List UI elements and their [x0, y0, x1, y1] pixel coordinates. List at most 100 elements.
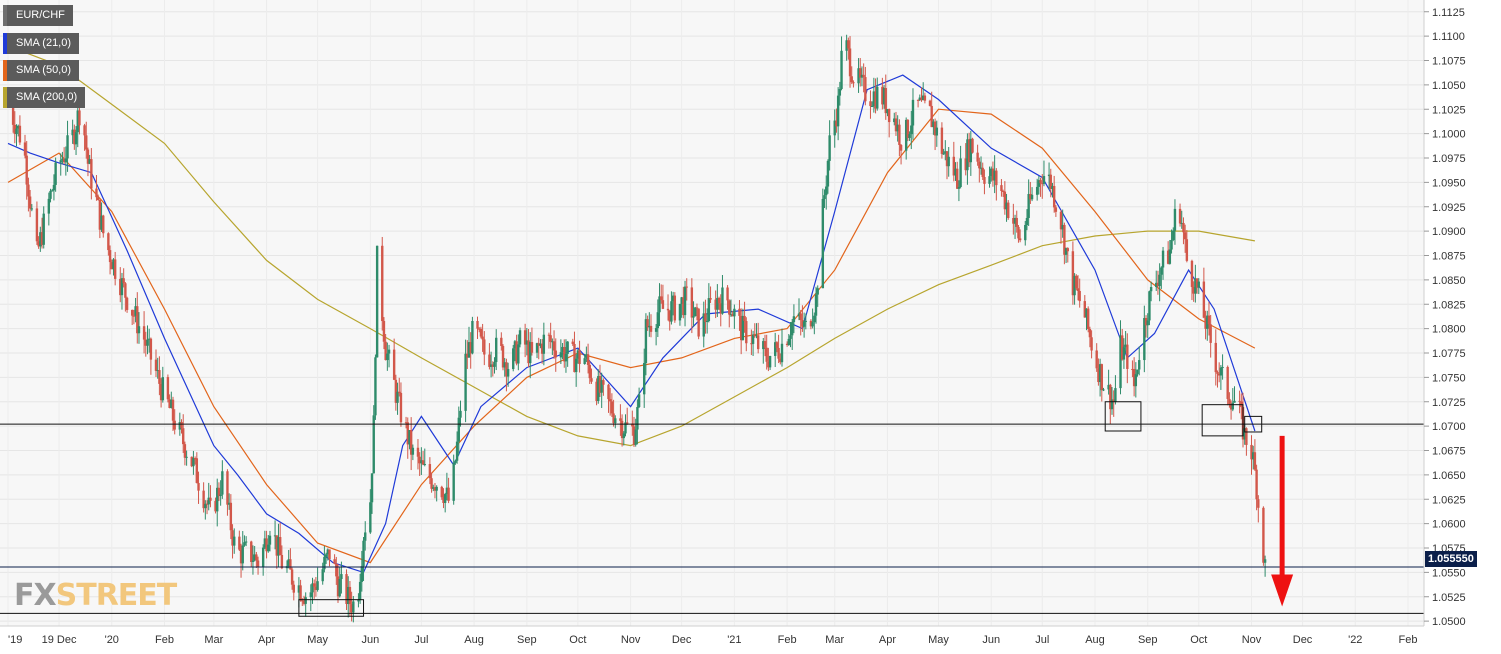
- candle-down: [976, 153, 978, 162]
- y-tick-label: 1.1050: [1432, 80, 1466, 92]
- candle-up: [352, 601, 354, 612]
- y-tick-label: 1.1075: [1432, 56, 1466, 68]
- candle-up: [908, 134, 910, 138]
- candle-up: [15, 129, 17, 134]
- candle-up: [424, 464, 426, 465]
- candle-down: [383, 321, 385, 342]
- x-tick-label: Nov: [1242, 634, 1262, 646]
- candle-down: [1182, 223, 1184, 232]
- y-tick-label: 1.1100: [1432, 31, 1465, 43]
- candle-down: [1095, 351, 1097, 369]
- legend-symbol[interactable]: EUR/CHF: [3, 5, 73, 26]
- y-tick-label: 1.1125: [1432, 7, 1465, 19]
- candle-down: [429, 464, 431, 478]
- candle-up: [837, 96, 839, 127]
- candle-down: [182, 428, 184, 444]
- candle-down: [800, 313, 802, 320]
- candle-down: [553, 341, 555, 350]
- y-tick-label: 1.0925: [1432, 202, 1466, 214]
- candle-down: [626, 422, 628, 423]
- candle-down: [531, 342, 533, 353]
- last-price-tag: 1.055550: [1425, 551, 1477, 567]
- candle-down: [1126, 345, 1128, 369]
- candle-up: [31, 208, 33, 209]
- candle-up: [369, 502, 371, 532]
- candle-up: [49, 191, 51, 199]
- candle-down: [862, 75, 864, 77]
- candle-up: [386, 354, 388, 360]
- candle-down: [299, 585, 301, 600]
- candle-down: [1254, 452, 1256, 469]
- candle-up: [454, 461, 456, 463]
- candle-up: [519, 330, 521, 344]
- candle-down: [1216, 372, 1218, 374]
- candle-down: [107, 233, 109, 250]
- x-tick-label: '20: [105, 634, 119, 646]
- candle-down: [167, 377, 169, 399]
- candle-down: [29, 197, 31, 209]
- candle-down: [19, 126, 21, 143]
- candle-up: [65, 158, 67, 162]
- candle-up: [243, 542, 245, 545]
- candle-up: [1135, 374, 1137, 386]
- candle-down: [738, 309, 740, 316]
- candle-down: [847, 40, 849, 48]
- candle-down: [328, 549, 330, 559]
- candle-up: [1147, 320, 1149, 325]
- candle-down: [313, 583, 315, 586]
- candle-down: [1078, 291, 1080, 301]
- candle-down: [619, 418, 621, 421]
- candle-down: [869, 101, 871, 106]
- legend-sma200[interactable]: SMA (200,0): [3, 87, 85, 108]
- candle-up: [233, 537, 235, 546]
- candle-down: [587, 354, 589, 365]
- candle-up: [304, 597, 306, 604]
- x-tick-label: Oct: [1190, 634, 1207, 646]
- candle-down: [95, 189, 97, 198]
- candle-down: [709, 298, 711, 300]
- x-tick-label: Dec: [672, 634, 692, 646]
- candle-up: [376, 246, 378, 358]
- y-tick-label: 1.0975: [1432, 153, 1466, 165]
- candle-down: [898, 125, 900, 145]
- candle-down: [124, 283, 126, 298]
- candle-up: [340, 574, 342, 579]
- candle-down: [78, 110, 80, 125]
- candle-down: [983, 177, 985, 184]
- candle-up: [75, 132, 77, 144]
- y-tick-label: 1.1000: [1432, 129, 1466, 141]
- legend-sma50[interactable]: SMA (50,0): [3, 60, 79, 81]
- y-tick-label: 1.0875: [1432, 251, 1466, 263]
- candle-up: [388, 350, 390, 354]
- candle-down: [480, 329, 482, 337]
- x-tick-label: '19: [8, 634, 22, 646]
- candle-up: [325, 554, 327, 557]
- candle-down: [1191, 261, 1193, 287]
- candle-up: [242, 545, 244, 563]
- candle-down: [941, 128, 943, 154]
- candle-down: [1208, 316, 1210, 325]
- candle-down: [27, 185, 29, 197]
- candle-down: [250, 542, 252, 562]
- candle-up: [988, 176, 990, 184]
- candle-up: [1221, 367, 1223, 368]
- candle-down: [900, 145, 902, 151]
- candle-up: [146, 340, 148, 346]
- y-tick-label: 1.0700: [1432, 421, 1466, 433]
- candle-down: [122, 278, 124, 283]
- y-tick-label: 1.0825: [1432, 299, 1466, 311]
- candle-up: [262, 548, 264, 567]
- candle-down: [333, 559, 335, 564]
- y-axis-ticks: 1.11251.11001.10751.10501.10251.10001.09…: [1424, 7, 1466, 628]
- candle-up: [1026, 218, 1028, 225]
- candle-up: [623, 433, 625, 438]
- candle-down: [1203, 282, 1205, 318]
- x-tick-label: Apr: [879, 634, 896, 646]
- legend-sma21[interactable]: SMA (21,0): [3, 33, 79, 54]
- candle-down: [174, 421, 176, 430]
- x-tick-label: Sep: [517, 634, 537, 646]
- candle-up: [825, 187, 827, 196]
- candle-down: [1255, 470, 1257, 500]
- candle-up: [694, 307, 696, 316]
- y-tick-label: 1.0600: [1432, 519, 1466, 531]
